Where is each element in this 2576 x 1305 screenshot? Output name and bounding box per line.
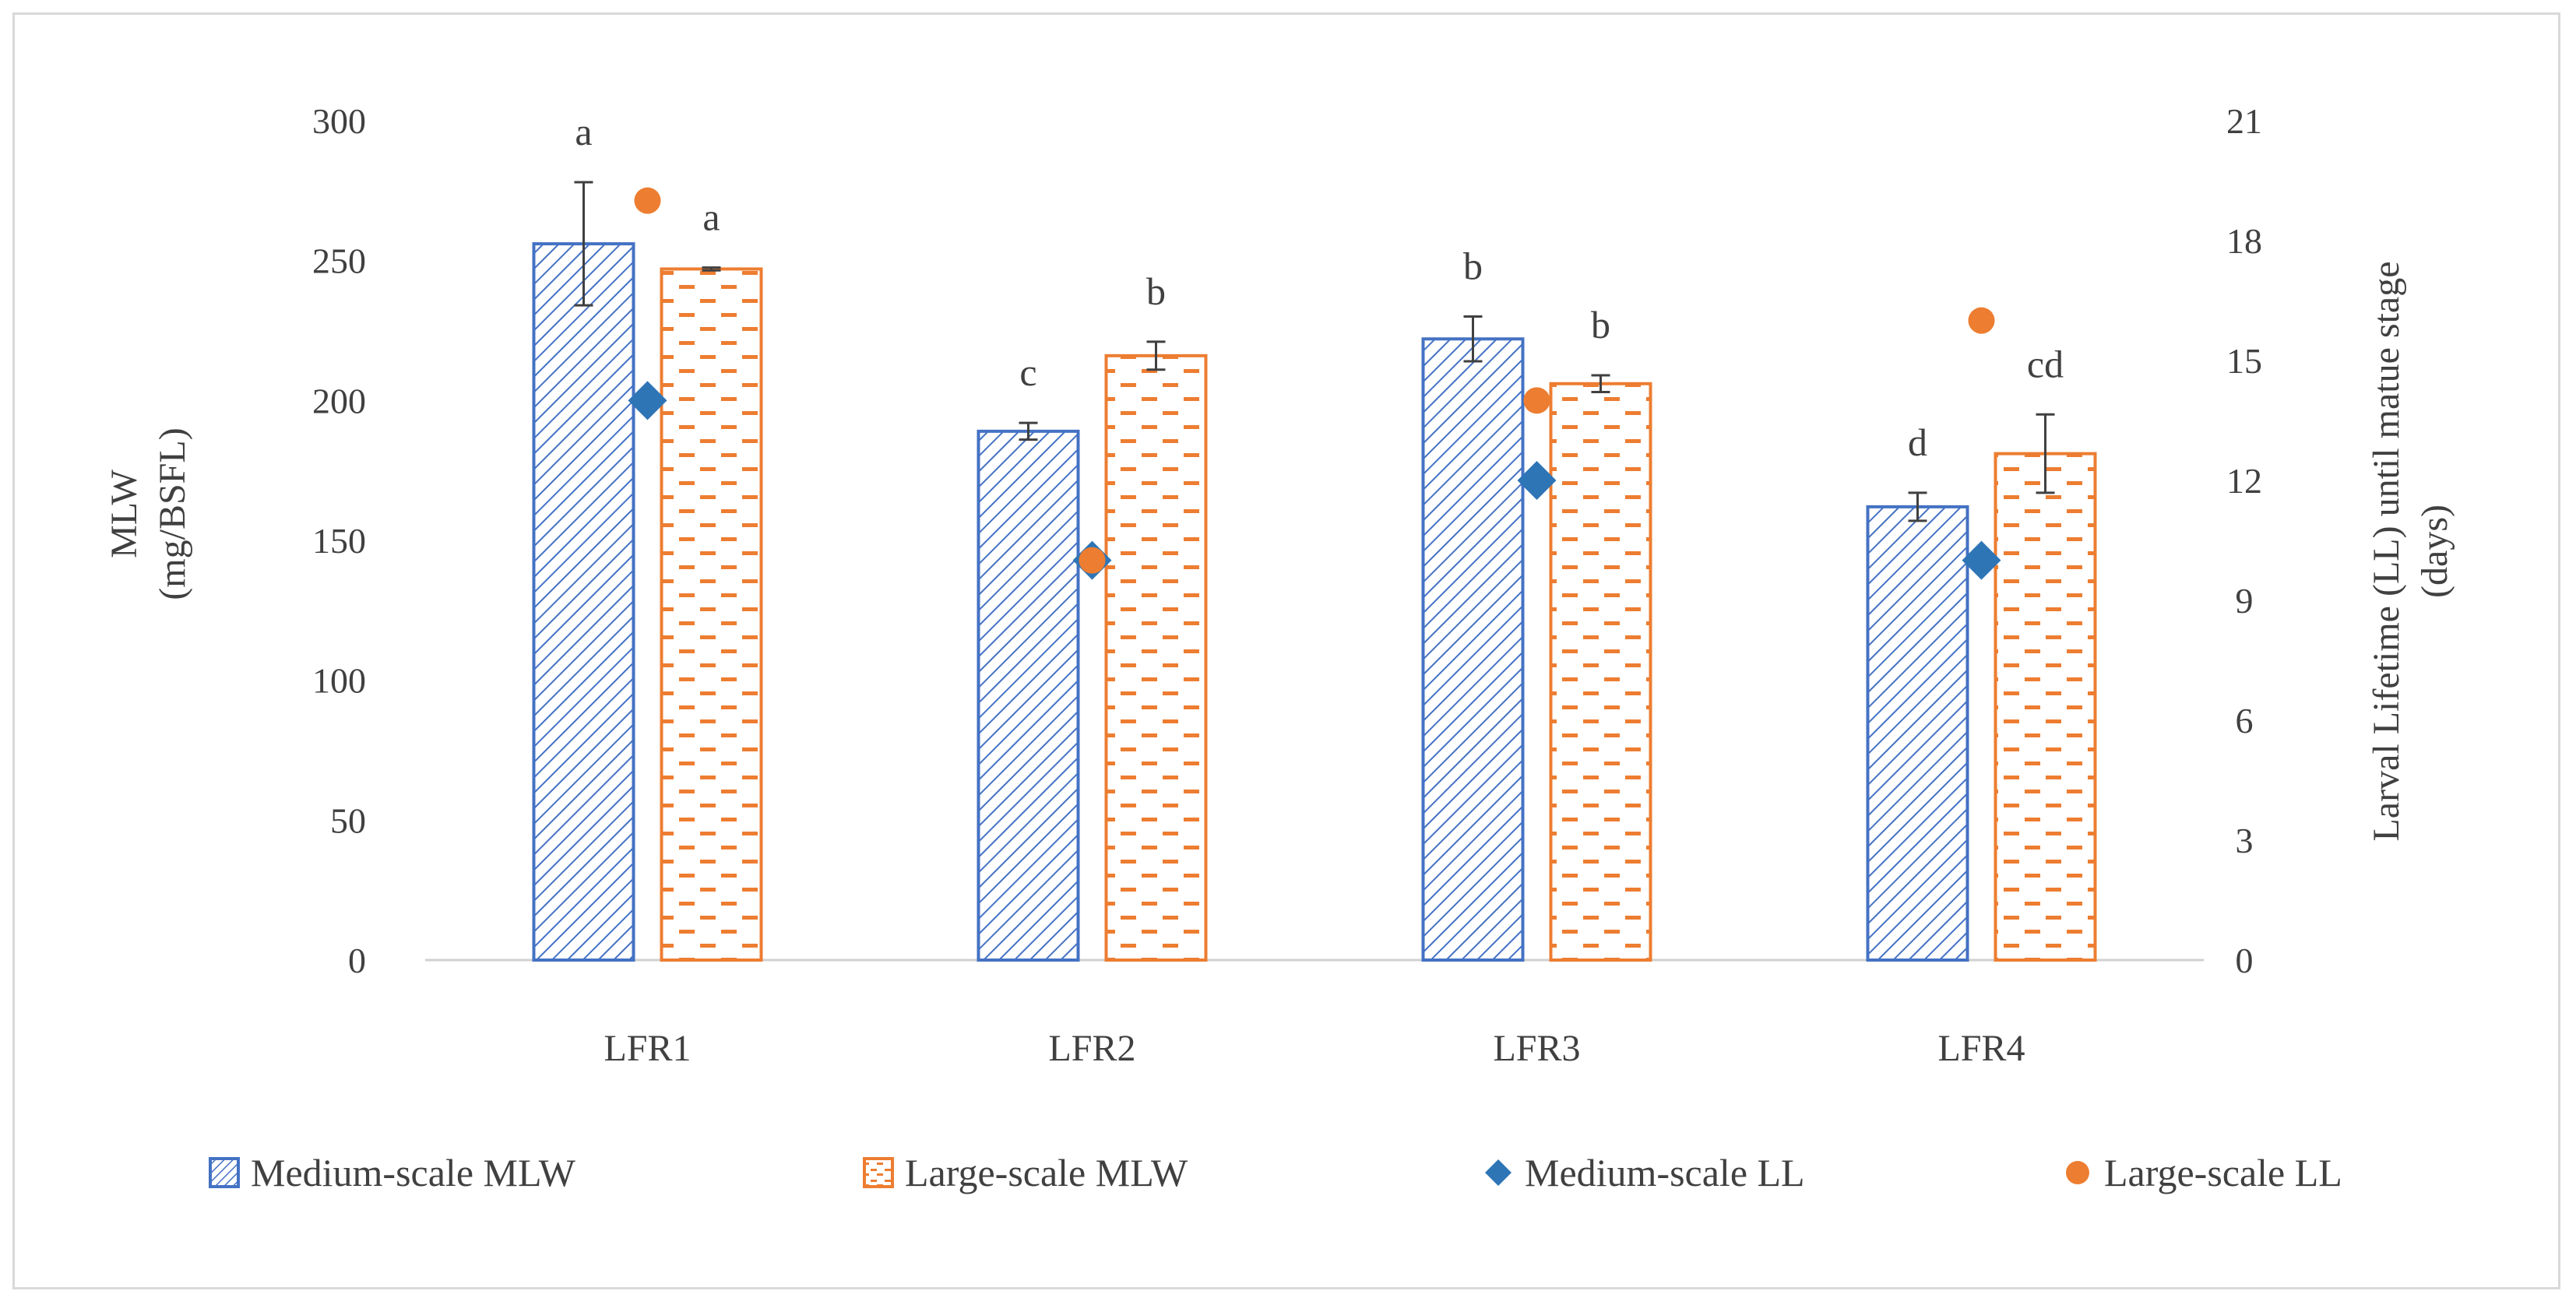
y-right-axis-title-line: Larval Lifetime (LL) until matue stage (2366, 261, 2407, 841)
y-left-axis-title-line: MLW (104, 469, 145, 558)
legend-item: Large-scale LL (2066, 1151, 2342, 1194)
y-left-tick-label: 0 (348, 941, 366, 980)
point-marker (628, 381, 667, 420)
y-right-tick-label: 18 (2226, 221, 2262, 261)
legend-label: Large-scale LL (2104, 1151, 2342, 1194)
error-bar (702, 266, 721, 272)
legend-swatch (1485, 1159, 1511, 1186)
y-left-tick-label: 150 (312, 521, 366, 561)
y-right-tick-label: 21 (2226, 101, 2262, 141)
y-right-tick-label: 0 (2236, 941, 2254, 980)
bars-layer: a c b d a b b cd (532, 110, 2097, 962)
significance-letter: d (1908, 420, 1927, 464)
significance-letter: c (1019, 350, 1036, 394)
bar (532, 242, 635, 962)
legend-item: Medium-scale MLW (209, 1151, 576, 1194)
legend: Medium-scale MLW Large-scale MLW Medium-sc… (209, 1151, 2342, 1194)
error-bar (1019, 421, 1038, 441)
point-marker (1962, 540, 2001, 580)
y-right-tick-label: 15 (2226, 341, 2262, 381)
error-bar (1463, 315, 1483, 363)
significance-letter: a (702, 195, 720, 239)
y-right-tick-label: 6 (2236, 701, 2254, 740)
axes-layer: 0 50 100 150 200 250 300 0 3 6 9 12 15 18 21 MLW (mg/BSF… (104, 101, 2455, 1069)
point-marker (1517, 461, 1557, 500)
bar (1866, 505, 1969, 962)
y-right-tick-label: 9 (2236, 581, 2254, 621)
legend-label: Large-scale MLW (905, 1151, 1188, 1194)
points-layer (628, 187, 2001, 580)
y-right-axis-title: Larval Lifetime (LL) until matue stage (d… (2366, 261, 2455, 841)
significance-letter: b (1463, 244, 1483, 288)
bar (1549, 382, 1652, 962)
error-bar (574, 181, 593, 307)
legend-label: Medium-scale MLW (251, 1151, 576, 1194)
y-left-tick-label: 100 (312, 661, 366, 701)
legend-label: Medium-scale LL (1525, 1151, 1805, 1194)
legend-swatch (863, 1157, 894, 1188)
point-marker (1079, 547, 1106, 574)
y-right-axis-title-line: (days) (2414, 505, 2455, 598)
y-left-tick-label: 50 (330, 800, 366, 840)
x-tick-label: LFR1 (604, 1028, 691, 1069)
bar (1994, 452, 2097, 962)
point-marker (1523, 387, 1550, 414)
bar (660, 267, 763, 962)
error-bar (2036, 413, 2055, 494)
x-tick-label: LFR3 (1493, 1028, 1580, 1069)
y-left-tick-label: 250 (312, 241, 366, 281)
bar (1421, 337, 1525, 962)
point-marker (634, 187, 661, 214)
y-right-tick-label: 12 (2226, 461, 2262, 501)
x-tick-label: LFR2 (1048, 1028, 1135, 1069)
significance-letter: cd (2027, 342, 2064, 385)
significance-letter: a (575, 110, 592, 153)
bar (977, 429, 1080, 962)
y-left-tick-label: 200 (312, 381, 366, 420)
point-marker (1968, 307, 1995, 334)
significance-letter: b (1146, 269, 1166, 313)
significance-letter: b (1591, 303, 1610, 346)
error-bar (1591, 374, 1610, 394)
bar (1104, 354, 1208, 962)
error-bar (1908, 491, 1927, 522)
legend-swatch (2066, 1161, 2089, 1184)
x-tick-label: LFR4 (1937, 1028, 2025, 1069)
legend-item: Medium-scale LL (1485, 1151, 1805, 1194)
chart-frame (12, 12, 2560, 1289)
y-left-axis-title-line: (mg/BSFL) (152, 427, 193, 600)
legend-item: Large-scale MLW (863, 1151, 1188, 1194)
y-right-tick-label: 3 (2236, 821, 2254, 860)
error-bar (1146, 340, 1166, 371)
legend-swatch (209, 1157, 240, 1188)
y-left-tick-label: 300 (312, 101, 366, 141)
y-left-axis-title: MLW (mg/BSFL) (104, 427, 193, 600)
